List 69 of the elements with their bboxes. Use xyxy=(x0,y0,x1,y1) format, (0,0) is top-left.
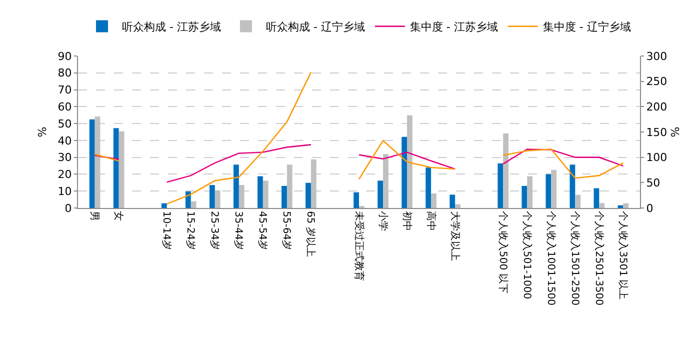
x-tick-label: 高中 xyxy=(424,211,437,231)
legend-label: 集中度 - 辽宁乡域 xyxy=(542,20,631,34)
bar xyxy=(209,185,215,208)
y-axis-title: % xyxy=(36,126,49,138)
x-tick-label: 大学及以上 xyxy=(448,211,461,261)
x-tick-label: 个人收入1501-2500 xyxy=(568,211,581,306)
y-tick-label: 80 xyxy=(58,66,72,80)
bar xyxy=(455,204,460,208)
y2-tick-label: 250 xyxy=(646,75,668,88)
y-tick-label: 10 xyxy=(58,184,72,198)
x-tick-label: 个人收入1001-1500 xyxy=(544,211,557,306)
x-tick-label: 个人收入2501-3500 xyxy=(592,211,605,306)
bar xyxy=(522,186,528,208)
x-tick-label: 15-24岁 xyxy=(184,211,197,250)
y2-tick-label: 300 xyxy=(646,50,668,63)
bar xyxy=(113,128,119,208)
y2-tick-label: 200 xyxy=(646,100,668,114)
bar xyxy=(306,182,311,208)
x-tick-label: 10-14岁 xyxy=(160,211,173,250)
y-tick-label: 90 xyxy=(58,50,72,63)
bar xyxy=(161,203,167,208)
legend-label: 集中度 - 江苏乡域 xyxy=(410,20,498,34)
x-tick-label: 个人收入500 以下 xyxy=(496,211,509,294)
y-tick-label: 40 xyxy=(58,134,72,148)
y-tick-label: 60 xyxy=(58,100,72,114)
bar xyxy=(402,136,408,208)
bar xyxy=(258,176,263,208)
y-tick-label: 20 xyxy=(58,168,72,182)
x-tick-label: 65 岁以上 xyxy=(304,211,317,257)
bar xyxy=(234,164,239,208)
bar xyxy=(262,180,268,208)
y2-tick-label: 50 xyxy=(646,176,660,190)
x-tick-label: 45-54岁 xyxy=(256,211,269,250)
x-tick-label: 初中 xyxy=(400,211,413,231)
x-tick-label: 男 xyxy=(88,211,100,221)
bar xyxy=(89,119,95,208)
bar xyxy=(431,193,436,208)
x-tick-label: 个人收入3501 以上 xyxy=(616,211,629,300)
y2-tick-label: 0 xyxy=(646,202,654,215)
legend-label: 听众构成 - 江苏乡域 xyxy=(122,20,221,34)
bar xyxy=(282,186,287,208)
y-tick-label: 30 xyxy=(58,151,72,164)
y2-tick-label: 150 xyxy=(646,126,668,139)
x-tick-label: 个人收入501-1000 xyxy=(520,211,533,300)
legend-label: 听众构成 - 辽宁乡域 xyxy=(266,20,365,34)
bar xyxy=(623,203,629,208)
y-tick-label: 50 xyxy=(58,117,72,130)
x-tick-label: 女 xyxy=(112,211,125,221)
y-tick-label: 70 xyxy=(58,84,72,97)
bar xyxy=(546,174,552,208)
y2-axis-title: % xyxy=(669,126,682,138)
x-tick-label: 未受过正式教育 xyxy=(352,211,365,281)
bar xyxy=(185,191,191,208)
bar xyxy=(450,194,456,208)
x-tick-label: 55-64岁 xyxy=(280,211,293,250)
bar xyxy=(354,192,359,208)
x-tick-label: 25-34岁 xyxy=(208,211,221,250)
bar xyxy=(575,194,581,208)
x-tick-label: 小学 xyxy=(376,211,389,231)
y2-tick-label: 100 xyxy=(646,151,668,164)
bar xyxy=(190,201,196,208)
bar xyxy=(498,163,504,208)
bar xyxy=(599,203,605,208)
bar xyxy=(594,188,600,208)
x-tick-label: 35-44岁 xyxy=(232,211,245,250)
y-tick-label: 0 xyxy=(64,202,72,215)
bar xyxy=(118,131,124,208)
bar xyxy=(378,180,384,208)
bar xyxy=(426,167,432,208)
